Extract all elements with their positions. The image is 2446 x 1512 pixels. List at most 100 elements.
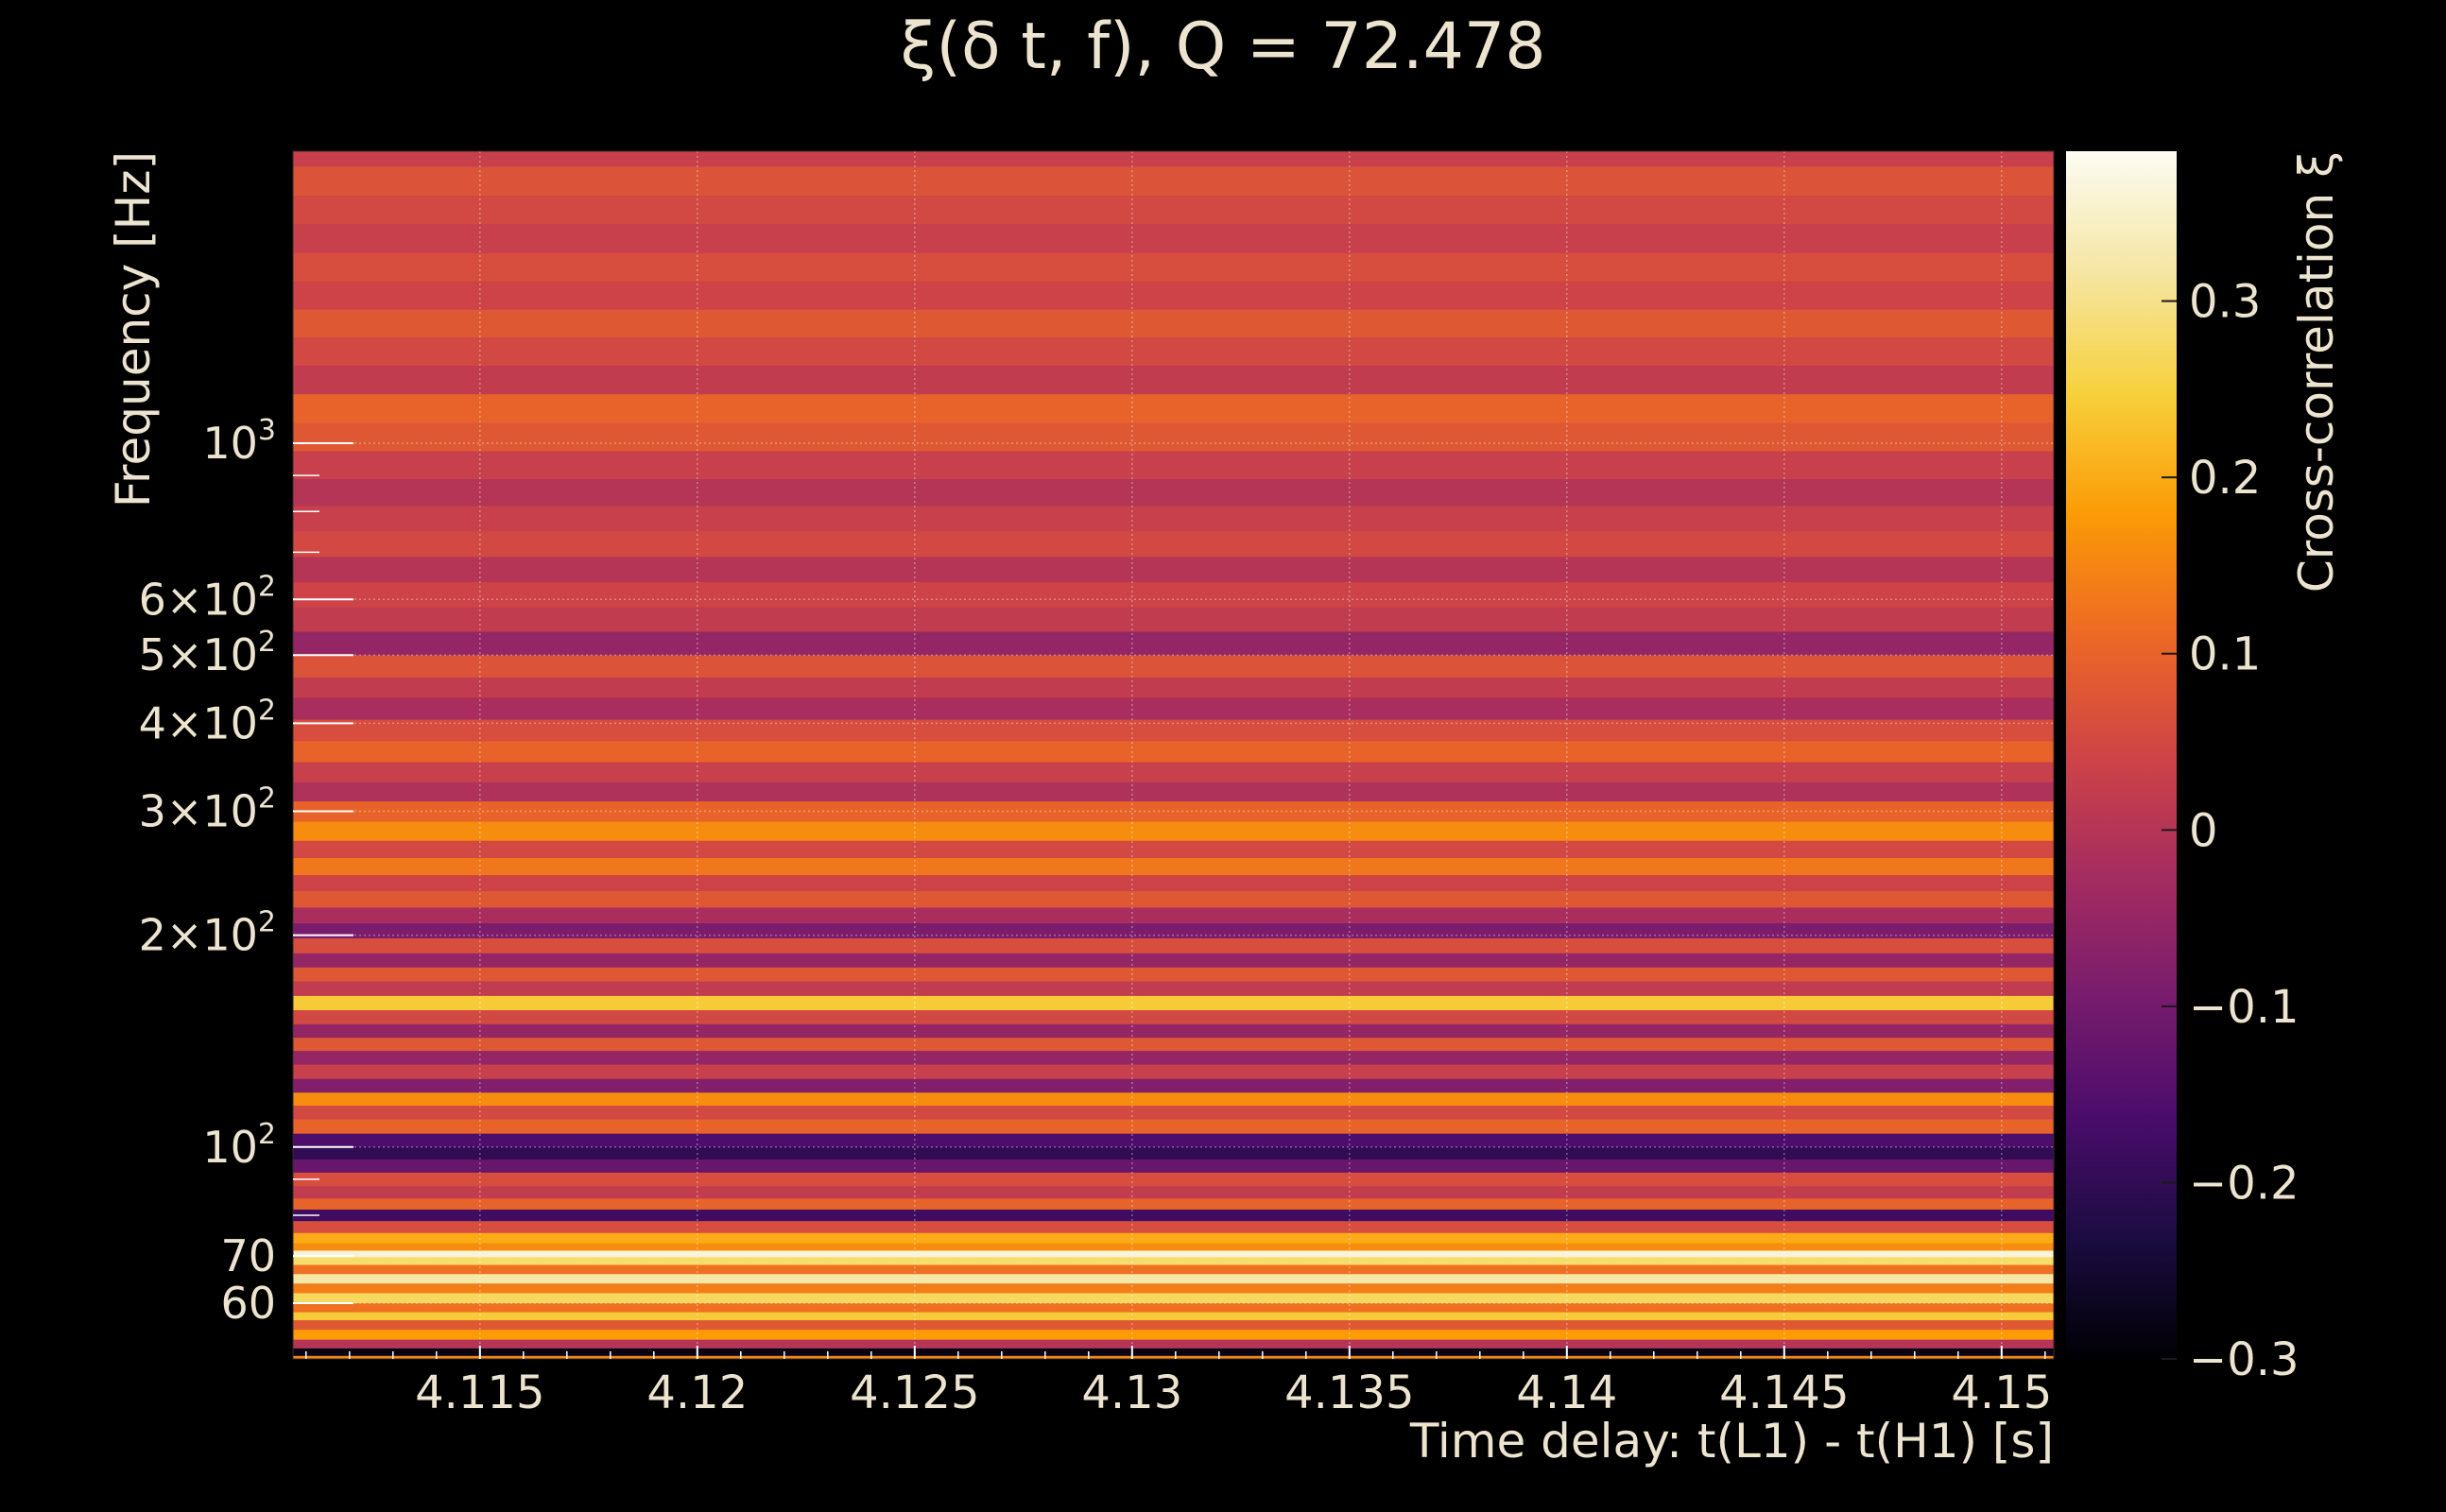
- y-tick-label: 3×102: [139, 782, 276, 836]
- heatmap-band: [293, 1330, 2054, 1341]
- heatmap-band: [293, 151, 2054, 167]
- colorbar-tick-label: 0: [2189, 804, 2218, 857]
- heatmap-band: [293, 1023, 2054, 1039]
- heatmap-band: [293, 1250, 2054, 1258]
- plot-frame: [292, 150, 2055, 1360]
- heatmap-band: [293, 1274, 2054, 1284]
- x-tick-label: 4.15: [1951, 1366, 2052, 1419]
- heatmap-band: [293, 1312, 2054, 1321]
- heatmap-band: [293, 1119, 2054, 1135]
- heatmap-band: [293, 252, 2054, 283]
- heatmap-band: [293, 907, 2054, 924]
- heatmap-band: [293, 1106, 2054, 1121]
- heatmap-band: [293, 923, 2054, 939]
- x-tick-label: 4.145: [1719, 1366, 1849, 1419]
- heatmap-band: [293, 1355, 2054, 1359]
- heatmap-band: [293, 1160, 2054, 1174]
- heatmap-band: [293, 166, 2054, 197]
- y-tick-label: 102: [202, 1118, 276, 1173]
- heatmap-band: [293, 607, 2054, 633]
- heatmap-band: [293, 1078, 2054, 1093]
- heatmap-band: [293, 1320, 2054, 1331]
- heatmap-band: [293, 631, 2054, 657]
- heatmap-band: [293, 394, 2054, 424]
- heatmap-band: [293, 937, 2054, 954]
- heatmap-band: [293, 506, 2054, 532]
- heatmap-band: [293, 697, 2054, 721]
- heatmap-band: [293, 557, 2054, 583]
- plot-area: [292, 150, 2055, 1360]
- heatmap-band: [293, 655, 2054, 679]
- colorbar-gradient-bar: [2066, 151, 2177, 1359]
- heatmap-band: [293, 1283, 2054, 1295]
- heatmap-band: [293, 821, 2054, 842]
- heatmap-band: [293, 677, 2054, 699]
- heatmap-band: [293, 981, 2054, 997]
- heatmap-band: [293, 1348, 2054, 1357]
- heatmap-band: [293, 840, 2054, 859]
- heatmap-band: [293, 801, 2054, 823]
- heatmap-band: [293, 741, 2054, 764]
- heatmap-band: [293, 1038, 2054, 1052]
- heatmap-band: [293, 531, 2054, 558]
- heatmap-band: [293, 1232, 2054, 1245]
- colorbar-tick-label: −0.1: [2189, 981, 2300, 1034]
- y-tick-label: 6×102: [139, 570, 276, 625]
- x-tick-label: 4.14: [1516, 1366, 1617, 1419]
- heatmap-band: [293, 1172, 2054, 1187]
- heatmap-band: [293, 1257, 2054, 1266]
- heatmap-band: [293, 582, 2054, 609]
- x-tick-label: 4.13: [1081, 1366, 1182, 1419]
- heatmap-bands: [293, 151, 2054, 1359]
- heatmap-band: [293, 309, 2054, 338]
- x-axis: 4.115 4.12 4.125 4.13 4.135 4.14 4.145 4.15: [305, 1346, 2052, 1419]
- colorbar-tick-label: 0.1: [2189, 628, 2261, 681]
- heatmap-band: [293, 1092, 2054, 1107]
- y-tick-label: 70: [220, 1230, 276, 1281]
- x-tick-label: 4.135: [1284, 1366, 1414, 1419]
- heatmap-band: [293, 953, 2054, 969]
- heatmap-band: [293, 1293, 2054, 1304]
- x-tick-label: 4.115: [415, 1366, 544, 1419]
- y-tick-label: 60: [220, 1278, 276, 1329]
- colorbar: 0.3 0.2 0.1 0 −0.1 −0.2 −0.3 Cross-correlation…: [2066, 151, 2344, 1386]
- heatmap-band: [293, 1051, 2054, 1066]
- x-tick-label: 4.125: [850, 1366, 979, 1419]
- colorbar-tick-label: 0.2: [2189, 452, 2261, 505]
- heatmap-band: [293, 1010, 2054, 1025]
- colorbar-tick-label: −0.2: [2189, 1157, 2300, 1210]
- heatmap-band: [293, 875, 2054, 892]
- x-tick-label: 4.12: [646, 1366, 748, 1419]
- heatmap-band: [293, 1339, 2054, 1349]
- heatmap-band: [293, 1186, 2054, 1199]
- heatmap-band: [293, 995, 2054, 1011]
- chart-title: ξ(δ t, f), Q = 72.478: [901, 9, 1546, 84]
- colorbar-tick-label: −0.3: [2189, 1333, 2300, 1386]
- heatmap-band: [293, 1264, 2054, 1275]
- heatmap-band: [293, 719, 2054, 742]
- heatmap-band: [293, 782, 2054, 802]
- heatmap-band: [293, 762, 2054, 783]
- heatmap-band: [293, 1064, 2054, 1080]
- colorbar-ticks: 0.3 0.2 0.1 0 −0.1 −0.2 −0.3: [2162, 276, 2300, 1386]
- heatmap-band: [293, 281, 2054, 311]
- heatmap-band: [293, 967, 2054, 983]
- heatmap-band: [293, 196, 2054, 225]
- x-axis-label: Time delay: t(L1) - t(H1) [s]: [1409, 1414, 2054, 1469]
- heatmap-band: [293, 858, 2054, 876]
- y-tick-label: 2×102: [139, 906, 276, 961]
- heatmap-band: [293, 224, 2054, 254]
- heatmap-band: [293, 1243, 2054, 1252]
- heatmap-band: [293, 1221, 2054, 1234]
- heatmap-band: [293, 451, 2054, 480]
- heatmap-band: [293, 891, 2054, 908]
- grid-lines: [293, 151, 2054, 1359]
- heatmap-band: [293, 1303, 2054, 1314]
- y-tick-label: 5×102: [139, 626, 276, 680]
- y-tick-label: 4×102: [139, 694, 276, 748]
- y-axis-label: Frequency [Hz]: [106, 151, 161, 507]
- colorbar-tick-label: 0.3: [2189, 276, 2261, 329]
- heatmap-band: [293, 479, 2054, 507]
- heatmap-band: [293, 1198, 2054, 1211]
